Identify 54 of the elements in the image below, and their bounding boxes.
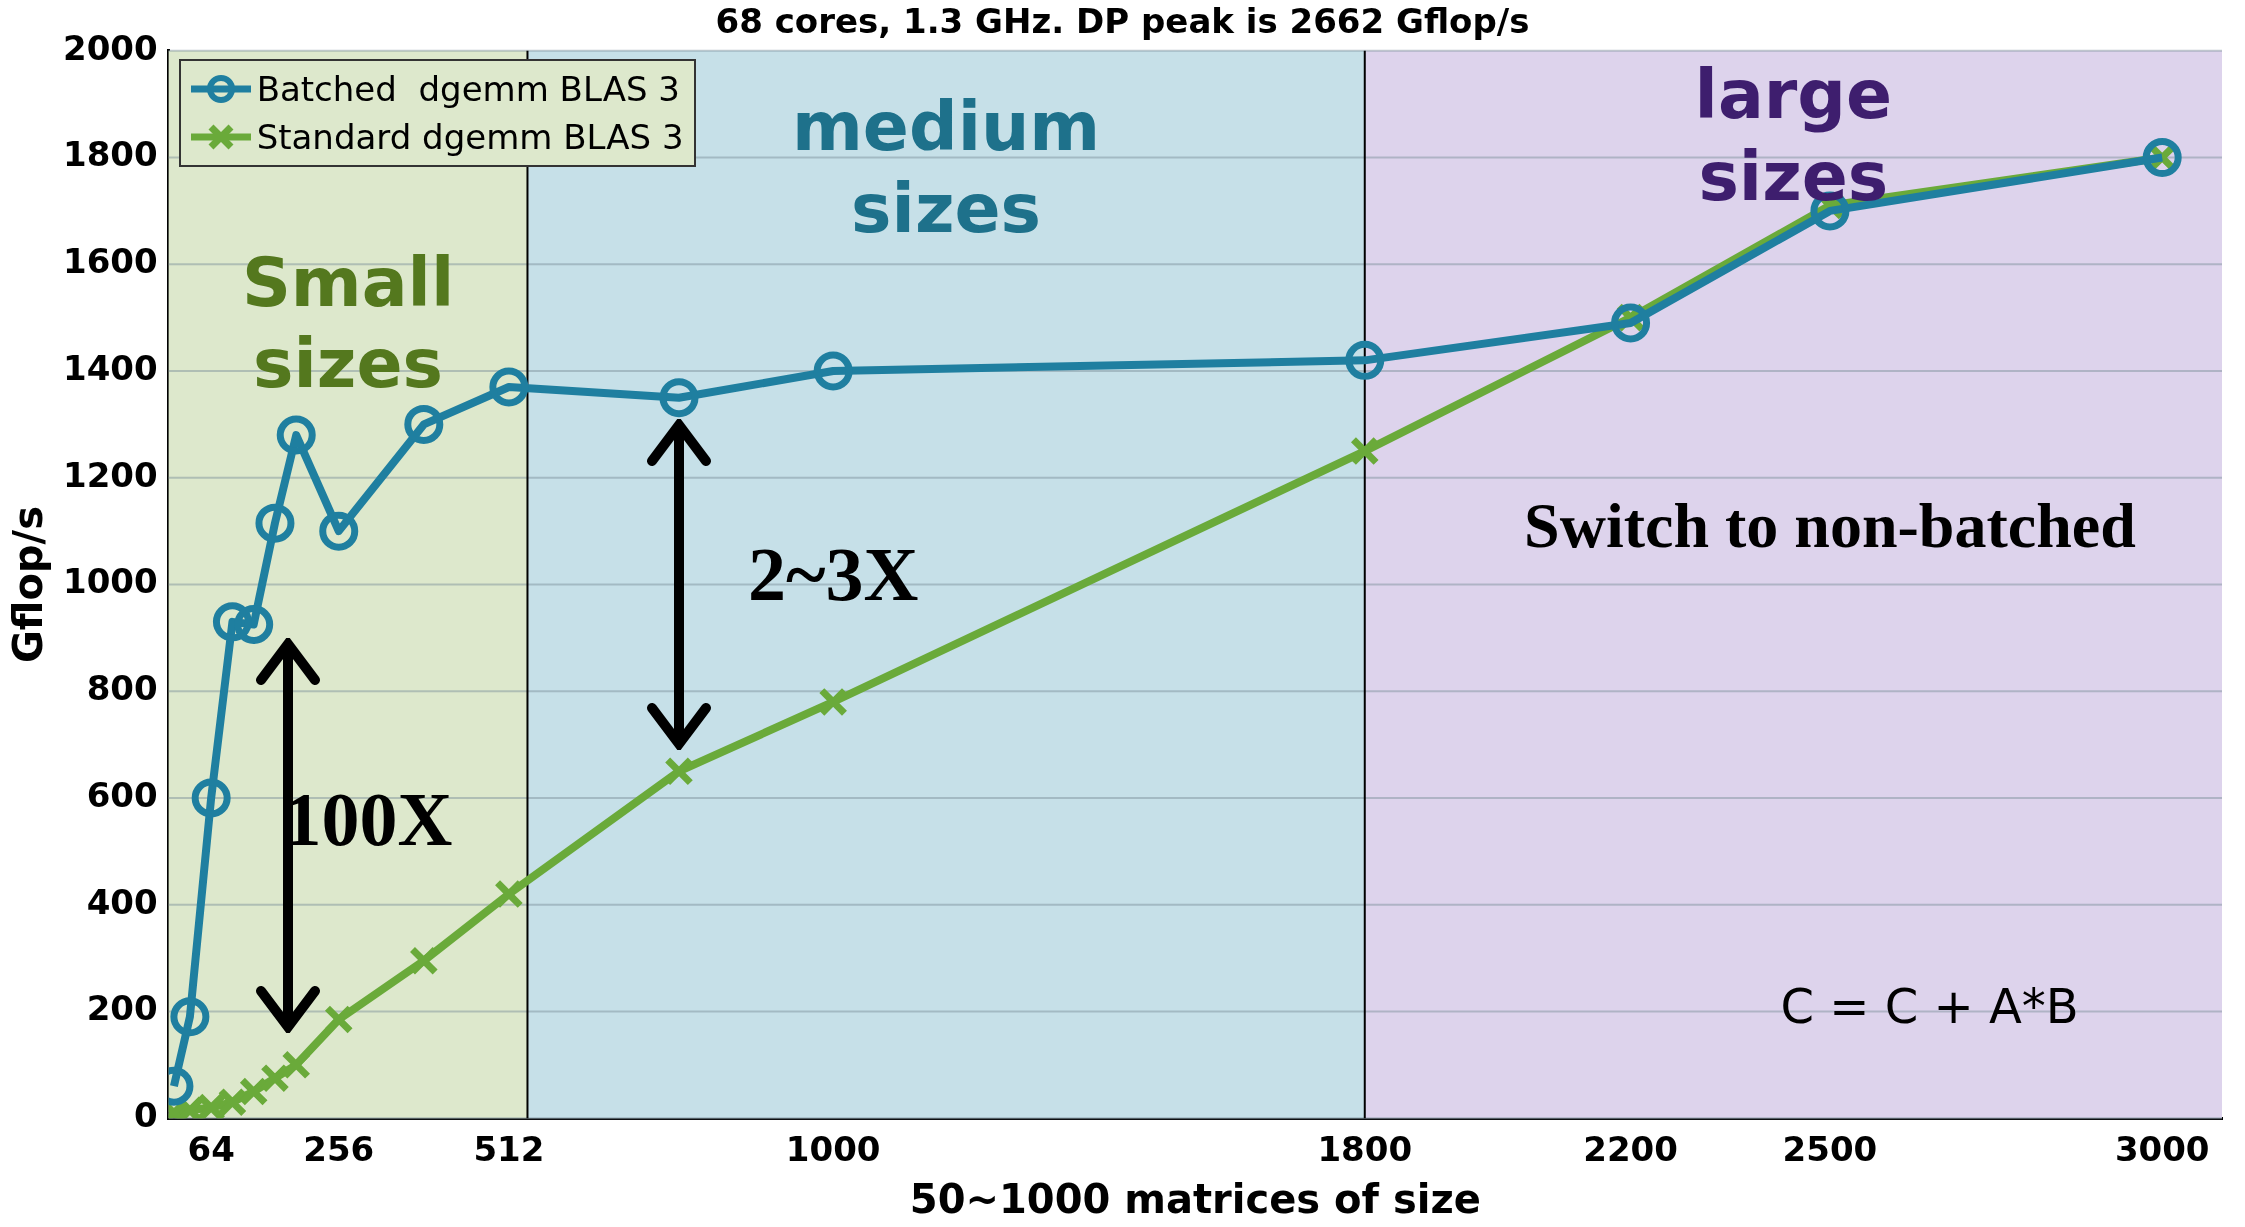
y-tick-label: 1800 [62, 134, 158, 175]
annotation: C = C + A*B [1780, 978, 2079, 1035]
x-tick-label: 1800 [1317, 1129, 1413, 1170]
point [404, 404, 444, 444]
point [1345, 340, 1385, 380]
band-label: large sizes [1694, 54, 1893, 218]
annotation: 100X [283, 775, 453, 863]
chart-title: 68 cores, 1.3 GHz. DP peak is 2662 Gflop/s [715, 1, 1530, 42]
point [494, 879, 524, 909]
y-tick-label: 2000 [62, 27, 158, 68]
x-tick-label: 2500 [1782, 1129, 1878, 1170]
x-tick-label: 1000 [785, 1129, 881, 1170]
y-tick-label: 400 [86, 881, 158, 922]
point [664, 756, 694, 787]
y-axis-title: Gflop/s [5, 505, 52, 664]
x-tick-label: 64 [187, 1129, 235, 1170]
y-tick-label: 0 [133, 1095, 158, 1136]
x-tick-label: 256 [303, 1129, 375, 1170]
y-tick-label: 600 [86, 774, 158, 815]
point [170, 997, 210, 1037]
x-tick-label: 512 [473, 1129, 545, 1170]
point [276, 415, 316, 455]
point [489, 367, 529, 407]
y-tick-label: 1200 [62, 454, 158, 495]
legend-label: Standard dgemm BLAS 3 [256, 116, 684, 157]
y-tick-label: 800 [86, 668, 158, 709]
point [408, 945, 439, 976]
legend-label: Batched dgemm BLAS 3 [256, 68, 680, 109]
point [281, 1050, 312, 1080]
y-tick-label: 1000 [62, 561, 158, 602]
x-tick-label: 3000 [2114, 1129, 2210, 1170]
point [234, 605, 274, 645]
point [659, 378, 699, 418]
point [212, 602, 252, 642]
band-label: Small sizes [241, 242, 455, 406]
point [191, 778, 231, 818]
y-tick-label: 200 [86, 988, 158, 1029]
x-axis-title: 50~1000 matrices of size [909, 1176, 1481, 1223]
point [260, 1063, 290, 1093]
point [238, 1076, 269, 1107]
y-tick-label: 1600 [62, 241, 158, 282]
x-tick-label: 2200 [1583, 1129, 1678, 1170]
band-label: medium sizes [791, 86, 1101, 250]
point [813, 351, 853, 391]
annotation: 2~3X [747, 530, 919, 618]
point [323, 1004, 354, 1035]
point [255, 503, 295, 543]
point [217, 1087, 248, 1117]
point [818, 687, 848, 717]
point [319, 511, 359, 551]
y-tick-label: 1400 [62, 347, 158, 388]
point [1611, 303, 1651, 343]
annotation: Switch to non-batched [1524, 488, 2136, 563]
point [1349, 436, 1380, 466]
